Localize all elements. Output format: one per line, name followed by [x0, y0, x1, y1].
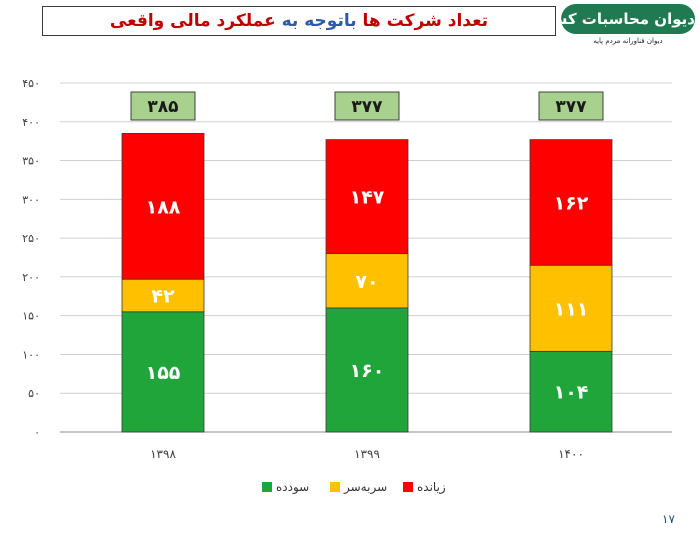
legend-label: سودده [276, 480, 309, 495]
bar-value-label: ۱۰۴ [554, 382, 589, 404]
legend-label: سربه‌سر [343, 480, 387, 495]
bar-segment [529, 350, 613, 433]
total-box [130, 91, 196, 121]
chart-title: تعداد شرکت ها باتوجه به عملکرد مالی واقع… [42, 6, 556, 36]
bar-value-label: ۱۶۰ [350, 360, 385, 382]
legend-swatch [330, 482, 340, 492]
bar-value-label: ۱۸۸ [146, 196, 181, 218]
bar-value-label: ۱۶۲ [554, 192, 589, 214]
x-tick-label: ۱۳۹۹ [354, 447, 380, 461]
bar-segment [121, 311, 205, 433]
bar-value-label: ۱۱۱ [554, 298, 589, 320]
title-part-1: تعداد [447, 11, 489, 31]
logo: دیوان محاسبات کشور دیوان فناورانه مردم پ… [561, 4, 695, 48]
title-part-4: عملکرد مالی واقعی [109, 11, 276, 31]
bar-segment [529, 264, 613, 352]
legend-swatch [262, 482, 272, 492]
bar-value-label: ۷۰ [355, 271, 378, 293]
total-box [538, 91, 604, 121]
bar-value-label: ۴۲ [151, 286, 175, 308]
logo-badge: دیوان محاسبات کشور [561, 4, 695, 34]
legend-swatch [403, 482, 413, 492]
y-tick-label: ۴۰۰ [22, 116, 40, 129]
bar-segment [325, 253, 409, 309]
bar-segment [121, 278, 205, 313]
legend-label: زیانده [417, 480, 446, 495]
x-tick-label: ۱۳۹۸ [150, 447, 176, 461]
title-part-3: باتوجه به [281, 11, 357, 31]
bar-segment [325, 307, 409, 433]
y-tick-label: ۲۰۰ [22, 271, 40, 284]
total-label: ۳۷۷ [351, 97, 383, 117]
bar-value-label: ۱۵۵ [146, 362, 181, 384]
y-tick-label: ۳۵۰ [22, 155, 40, 168]
x-tick-label: ۱۴۰۰ [558, 447, 584, 461]
page-number: ۱۷ [662, 512, 675, 526]
bar-segment [121, 133, 205, 280]
y-tick-label: ۱۰۰ [22, 348, 40, 361]
logo-subtitle: دیوان فناورانه مردم پایه [593, 37, 663, 45]
y-tick-label: ۲۵۰ [22, 232, 40, 245]
bar-value-label: ۱۴۷ [350, 187, 385, 209]
bar-segment [325, 139, 409, 255]
y-tick-label: ۳۰۰ [22, 193, 40, 206]
bar-segment [529, 139, 613, 266]
y-tick-label: ۰ [34, 426, 40, 439]
total-label: ۳۷۷ [555, 97, 587, 117]
total-label: ۳۸۵ [147, 97, 178, 117]
title-part-2: شرکت ها [362, 11, 442, 31]
y-tick-label: ۱۵۰ [22, 310, 40, 323]
total-box [334, 91, 400, 121]
y-tick-label: ۵۰ [28, 387, 40, 400]
y-tick-label: ۴۵۰ [22, 77, 40, 90]
